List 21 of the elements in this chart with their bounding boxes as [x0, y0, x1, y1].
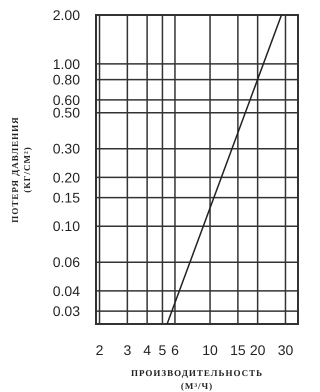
y-tick-label: 0.04 — [52, 282, 80, 299]
y-tick-label: 1.00 — [52, 56, 80, 72]
x-tick-label: 6 — [171, 342, 180, 358]
x-tick-label: 30 — [278, 342, 294, 358]
y-tick-label: 0.80 — [52, 72, 80, 88]
x-tick-label: 20 — [250, 342, 266, 358]
y-tick-label: 0.20 — [52, 169, 80, 186]
x-axis-title: ПРОИЗВОДИТЕЛЬНОСТЬ (М³/Ч) — [130, 368, 264, 391]
y-tick-label: 2.00 — [52, 6, 80, 23]
y-tick-label: 0.03 — [52, 303, 80, 320]
y-axis-title: ПОТЕРЯ ДАВЛЕНИЯ (КГ/СМ²) — [10, 116, 32, 223]
x-tick-label: 3 — [123, 342, 132, 358]
x-tick-label: 4 — [143, 342, 152, 358]
x-tick-label: 5 — [158, 342, 167, 358]
y-tick-label: 0.06 — [52, 254, 80, 270]
x-tick-label: 15 — [230, 342, 246, 358]
x-tick-label: 2 — [96, 342, 104, 358]
y-tick-label: 0.10 — [52, 218, 80, 234]
y-tick-label: 0.15 — [52, 190, 80, 206]
x-tick-label: 10 — [202, 342, 218, 358]
y-tick-label: 0.30 — [52, 140, 80, 157]
